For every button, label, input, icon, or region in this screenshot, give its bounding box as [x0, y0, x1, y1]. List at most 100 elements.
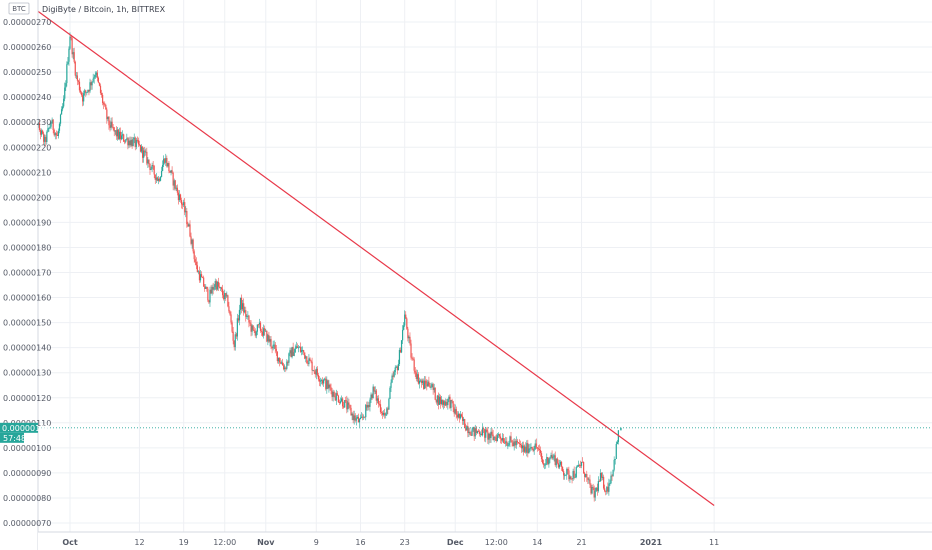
candle-body: [352, 413, 354, 421]
x-tick-label: 2021: [640, 538, 663, 547]
y-axis[interactable]: 0.00000270 0.00000260 0.00000250 0.00000240…: [3, 18, 51, 528]
candle-body: [455, 409, 457, 415]
candle-body: [369, 399, 371, 407]
candle-body: [229, 311, 231, 315]
candle-body: [416, 374, 418, 380]
candle-body: [481, 428, 484, 436]
candle-body: [450, 400, 452, 408]
x-tick-label: Oct: [62, 538, 78, 547]
candle-body: [134, 137, 136, 147]
candle-body: [127, 138, 129, 146]
candle-body: [219, 287, 222, 289]
candle-body: [243, 303, 245, 313]
candle-body: [169, 171, 171, 173]
candle-body: [426, 383, 428, 387]
candle-body: [419, 380, 422, 382]
candle-body: [591, 487, 593, 494]
candle-body: [451, 400, 453, 402]
candle-body: [154, 174, 156, 180]
candle-body: [404, 314, 406, 326]
candle-body: [51, 119, 53, 124]
candle-body: [440, 399, 443, 404]
candle-body: [166, 157, 168, 167]
candle-body: [93, 77, 95, 79]
candle-body: [343, 406, 345, 408]
candle-body: [262, 331, 264, 336]
candle-body: [163, 158, 165, 165]
candle-body: [577, 465, 579, 467]
candle-body: [235, 334, 237, 337]
candle-body: [580, 461, 583, 466]
candle-body: [319, 380, 322, 382]
candle-body: [72, 52, 74, 55]
candle-body: [364, 416, 366, 418]
candle-body: [74, 61, 76, 76]
candle-body: [289, 350, 291, 354]
candle-body: [384, 412, 386, 416]
candle-body: [541, 459, 544, 464]
candle-body: [304, 352, 306, 359]
candle-body: [259, 322, 262, 331]
candle-body: [533, 449, 535, 451]
candle-body: [278, 357, 281, 363]
candle-body: [511, 440, 513, 444]
candle-body: [225, 293, 227, 297]
candle-body: [430, 387, 432, 389]
trend-line[interactable]: [31, 6, 715, 506]
candle-body: [592, 487, 594, 488]
candle-body: [518, 443, 521, 444]
candle-body: [379, 404, 382, 413]
y-tick-label: 0.00000210: [3, 168, 51, 177]
candle-body: [486, 429, 488, 432]
candle-body: [389, 387, 391, 399]
candle-body: [335, 393, 337, 401]
y-tick-label: 0.00000230: [3, 118, 51, 127]
candle-body: [150, 168, 152, 170]
candle-body: [355, 418, 357, 421]
candle-body: [484, 429, 486, 438]
candle-body: [313, 370, 315, 372]
candle-body: [424, 380, 426, 389]
candle-body: [383, 412, 385, 415]
candle-body: [274, 344, 276, 349]
candle-body: [357, 416, 359, 423]
candle-body: [514, 441, 516, 446]
candle-body: [434, 387, 436, 400]
candle-body: [417, 374, 419, 384]
x-tick-label: 12:00: [213, 538, 236, 547]
candle-body: [610, 475, 612, 484]
candle-body: [458, 413, 461, 419]
candle-body: [224, 293, 226, 300]
candle-body: [565, 474, 567, 476]
candle-body: [457, 413, 459, 418]
candle-body: [86, 92, 88, 94]
candle-body: [96, 72, 98, 78]
y-tick-label: 0.00000250: [3, 68, 51, 77]
candle-body: [78, 81, 81, 91]
candle-body: [115, 130, 117, 137]
candle-body: [437, 395, 439, 405]
candle-body: [587, 477, 589, 480]
y-tick-label: 0.00000130: [3, 369, 51, 378]
candle-body: [469, 431, 471, 435]
symbol-badge[interactable]: [8, 2, 30, 15]
candle-body: [538, 449, 541, 451]
candle-body: [162, 164, 164, 171]
x-axis[interactable]: Oct 12 19 12:00 Nov 9 16 23 Dec 12:00 14 21 2021 11: [62, 538, 719, 547]
candle-body: [202, 277, 204, 279]
candle-body: [598, 481, 601, 482]
candle-body: [353, 415, 355, 421]
candle-body: [568, 470, 570, 480]
candle-body: [588, 479, 590, 481]
candle-body: [551, 454, 553, 459]
candle-body: [214, 281, 216, 288]
candle-body: [129, 140, 131, 146]
candle-body: [490, 431, 492, 438]
candle-body: [489, 433, 491, 438]
candle-body: [159, 176, 162, 181]
candle-body: [593, 487, 595, 498]
candle-body: [266, 330, 268, 342]
candle-body: [380, 412, 383, 413]
candle-body: [316, 368, 318, 376]
